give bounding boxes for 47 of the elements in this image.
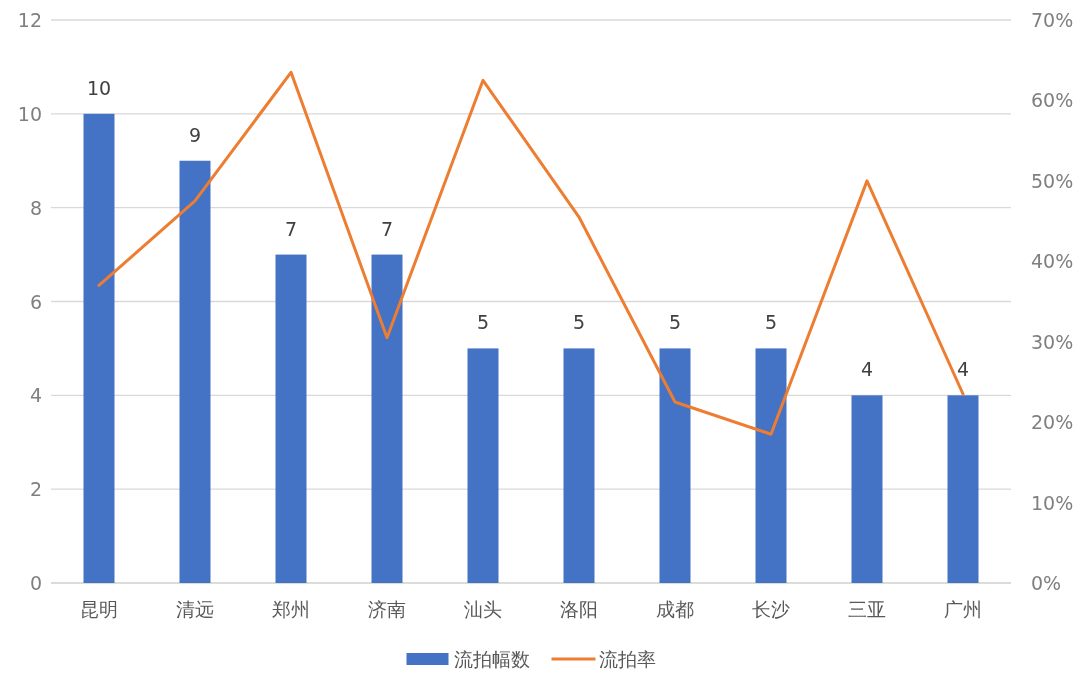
bar <box>659 348 691 583</box>
x-tick-label: 洛阳 <box>560 598 598 620</box>
y-tick-label: 0 <box>29 572 42 594</box>
legend-label: 流拍幅数 <box>453 648 530 670</box>
x-tick-label: 郑州 <box>272 598 310 620</box>
bar <box>851 395 883 583</box>
bar <box>755 348 787 583</box>
x-tick-label: 清远 <box>176 598 214 620</box>
bar <box>467 348 499 583</box>
bar <box>371 254 403 583</box>
legend-label: 流拍率 <box>598 648 656 670</box>
y-tick-label: 4 <box>29 384 42 407</box>
data-label: 4 <box>860 358 874 381</box>
y2-tick-label: 10% <box>1031 491 1074 514</box>
x-tick-label: 汕头 <box>464 598 502 620</box>
bar <box>179 160 211 583</box>
x-tick-label: 昆明 <box>80 598 118 620</box>
y-tick-label: 10 <box>17 102 42 125</box>
data-label: 5 <box>476 311 490 334</box>
y2-tick-label: 50% <box>1031 169 1074 192</box>
y-tick-label: 8 <box>29 196 42 219</box>
y2-tick-label: 60% <box>1031 89 1074 112</box>
y2-tick-label: 20% <box>1031 411 1074 434</box>
data-label: 5 <box>668 311 682 334</box>
data-label: 5 <box>572 311 586 334</box>
bar <box>947 395 979 583</box>
data-label: 10 <box>86 76 112 99</box>
data-label: 5 <box>764 311 778 334</box>
x-tick-label: 长沙 <box>752 598 790 620</box>
x-tick-label: 济南 <box>368 598 406 620</box>
y2-tick-label: 40% <box>1031 250 1074 273</box>
data-label: 4 <box>956 358 970 381</box>
data-label: 7 <box>284 217 298 240</box>
y2-tick-label: 30% <box>1031 330 1074 353</box>
x-tick-label: 三亚 <box>848 598 886 620</box>
x-tick-label: 广州 <box>944 598 982 620</box>
data-label: 7 <box>380 217 394 240</box>
y-tick-label: 6 <box>29 290 42 313</box>
bar <box>275 254 307 583</box>
y2-tick-label: 70% <box>1031 9 1074 31</box>
y-tick-label: 12 <box>17 9 42 31</box>
bar <box>83 113 115 583</box>
data-label: 9 <box>188 123 202 146</box>
bar <box>563 348 595 583</box>
x-tick-label: 成都 <box>656 598 694 620</box>
y2-tick-label: 0% <box>1031 572 1062 594</box>
y-tick-label: 2 <box>29 478 42 501</box>
